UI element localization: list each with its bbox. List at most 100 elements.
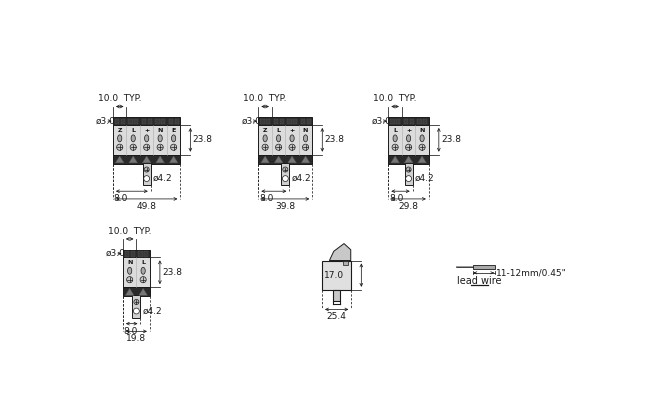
Circle shape [392,144,398,150]
Bar [113,155,180,164]
Bar [273,119,278,124]
Circle shape [134,300,139,304]
Polygon shape [329,244,351,260]
Circle shape [144,176,149,182]
Polygon shape [129,156,137,163]
Bar [418,119,422,124]
Ellipse shape [158,135,162,142]
Bar [388,155,429,164]
Polygon shape [125,288,134,295]
Bar [155,119,159,124]
Text: L: L [141,260,145,265]
Text: +: + [289,128,295,133]
Ellipse shape [263,135,267,142]
Text: ø4.2: ø4.2 [291,174,311,183]
Bar [279,119,283,124]
Circle shape [157,144,163,150]
Text: Z: Z [117,128,122,133]
Circle shape [171,144,177,150]
Bar [410,119,414,124]
Bar [131,251,135,257]
Text: L: L [393,128,397,133]
Circle shape [283,167,288,172]
Polygon shape [142,156,151,163]
Circle shape [289,144,295,150]
Text: 23.8: 23.8 [325,135,345,144]
Polygon shape [261,156,269,163]
Circle shape [127,276,133,283]
Ellipse shape [406,135,411,142]
Polygon shape [391,156,400,163]
Text: 49.8: 49.8 [137,202,157,211]
Circle shape [406,176,412,182]
Ellipse shape [131,135,135,142]
Circle shape [262,144,268,150]
Bar [258,125,312,155]
Bar [121,119,125,124]
Text: 19.8: 19.8 [126,334,147,344]
Text: Z: Z [263,128,267,133]
Bar [260,119,265,124]
Bar [281,163,289,185]
Bar [258,155,312,164]
Bar [132,295,141,318]
Bar [113,125,180,155]
Bar [134,119,138,124]
Text: 10.0  TYP.: 10.0 TYP. [98,94,141,104]
Text: 39.8: 39.8 [275,202,295,211]
Text: ø4.2: ø4.2 [415,174,435,183]
Polygon shape [404,156,413,163]
Bar [388,117,429,125]
Text: N: N [127,260,132,265]
Bar [147,119,152,124]
Text: E: E [171,128,175,133]
Text: ø4.2: ø4.2 [143,306,162,316]
Text: 29.8: 29.8 [399,202,419,211]
Text: N: N [420,128,425,133]
Ellipse shape [290,135,294,142]
Bar [175,119,179,124]
Circle shape [406,167,411,172]
Ellipse shape [420,135,424,142]
Polygon shape [156,156,165,163]
Bar [266,119,270,124]
Text: 23.8: 23.8 [193,135,213,144]
Bar [404,119,408,124]
Text: 11-12mm/0.45": 11-12mm/0.45" [496,268,567,277]
Polygon shape [287,156,296,163]
Bar [396,119,400,124]
Circle shape [117,144,123,150]
Bar [405,163,413,185]
Ellipse shape [117,135,122,142]
Bar [258,117,312,125]
Bar [423,119,428,124]
Polygon shape [418,156,426,163]
Circle shape [140,276,146,283]
Text: L: L [277,128,281,133]
Text: 23.8: 23.8 [441,135,461,144]
Bar [142,119,146,124]
Circle shape [133,308,139,314]
Circle shape [275,144,281,150]
Text: 8.0: 8.0 [389,194,404,203]
Polygon shape [343,260,348,265]
Ellipse shape [127,267,132,274]
Text: ø3.0: ø3.0 [96,117,116,126]
Bar [473,265,495,269]
Polygon shape [274,156,283,163]
Ellipse shape [277,135,281,142]
Text: 8.0: 8.0 [123,327,138,336]
Bar [113,117,180,125]
Text: ø3.0: ø3.0 [106,249,126,258]
Bar [144,251,148,257]
Text: +: + [406,128,412,133]
Text: ø4.2: ø4.2 [153,174,173,183]
Bar [125,251,129,257]
Circle shape [143,144,150,150]
Polygon shape [301,156,310,163]
Text: 10.0  TYP.: 10.0 TYP. [374,94,417,104]
Polygon shape [169,156,178,163]
Bar [388,125,429,155]
Text: 25.4: 25.4 [327,312,347,322]
Bar [322,260,352,290]
